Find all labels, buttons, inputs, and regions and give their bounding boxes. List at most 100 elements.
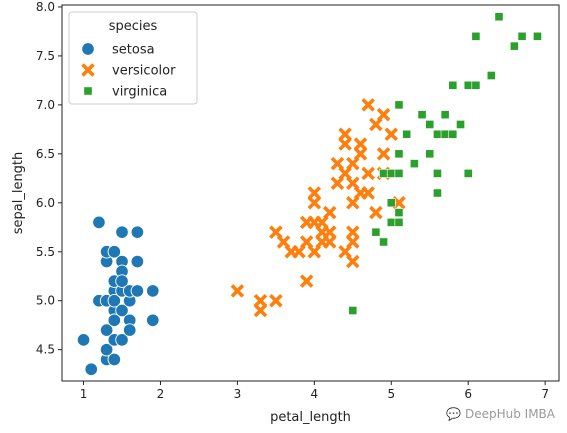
setosa-point	[115, 333, 129, 347]
versicolor-point	[346, 225, 360, 239]
versicolor-point	[299, 274, 314, 288]
virginica-point	[379, 169, 388, 178]
virginica-point	[425, 149, 435, 159]
versicolor-point	[353, 137, 368, 151]
setosa-point	[115, 303, 129, 318]
versicolor-point	[269, 293, 283, 308]
setosa-point	[99, 323, 114, 337]
versicolor-point	[392, 196, 406, 210]
y-tick-label: 5.5	[36, 245, 55, 259]
x-tick-label: 2	[157, 387, 165, 401]
virginica-point	[386, 198, 396, 208]
virginica-point	[394, 217, 404, 227]
virginica-point	[433, 188, 442, 198]
versicolor-point	[361, 166, 375, 181]
virginica-point	[409, 159, 419, 169]
versicolor-point	[346, 254, 360, 269]
y-tick-label: 4.5	[36, 343, 55, 357]
versicolor-point	[322, 205, 337, 220]
y-tick-label: 6.5	[36, 147, 55, 161]
x-tick-label: 3	[234, 387, 242, 401]
axis-ticks: 1 2 3 4 5 6 7 4.5 5.0 5.5 6.0 6.5 7.0 7.5 8.0	[36, 0, 549, 401]
versicolor-point	[361, 98, 375, 112]
versicolor-point	[376, 107, 391, 122]
versicolor-point	[307, 196, 322, 210]
virginica-point	[394, 149, 404, 159]
y-tick-label: 5.0	[36, 294, 55, 308]
legend-title: species	[109, 19, 158, 34]
virginica-point	[471, 80, 481, 90]
legend-marker-versicolor	[81, 63, 95, 77]
virginica-point	[448, 80, 458, 90]
versicolor-point	[353, 147, 368, 161]
legend-marker-virginica	[83, 86, 93, 96]
y-tick-label: 6.0	[36, 196, 55, 210]
virginica-point	[379, 237, 388, 247]
y-tick-label: 8.0	[36, 0, 55, 14]
virginica-point	[417, 110, 427, 120]
setosa-point	[107, 293, 122, 308]
virginica-point	[386, 169, 396, 178]
legend: species setosa versicolor virginica	[68, 11, 198, 105]
versicolor-point	[330, 176, 345, 190]
setosa-point	[115, 274, 129, 288]
data-points	[76, 12, 542, 377]
versicolor-point	[269, 225, 283, 239]
versicolor-point	[307, 186, 322, 200]
y-tick-label: 7.0	[36, 98, 55, 112]
virginica-point	[533, 31, 542, 41]
versicolor-point	[230, 284, 245, 298]
virginica-point	[402, 129, 412, 139]
virginica-point	[486, 71, 496, 80]
versicolor-point	[376, 147, 391, 161]
virginica-point	[348, 306, 358, 315]
versicolor-point	[338, 137, 352, 151]
versicolor-point	[292, 245, 306, 259]
y-tick-label: 7.5	[36, 49, 55, 63]
setosa-point	[130, 254, 145, 269]
setosa-point	[122, 323, 137, 337]
versicolor-point	[346, 235, 360, 249]
versicolor-point	[253, 293, 268, 308]
versicolor-point	[338, 245, 352, 259]
setosa-point	[130, 284, 145, 298]
virginica-point	[394, 208, 404, 217]
virginica-point	[463, 80, 473, 90]
versicolor-point	[315, 215, 329, 230]
versicolor-point	[369, 205, 383, 220]
legend-label-setosa: setosa	[112, 43, 155, 58]
setosa-point	[146, 284, 160, 298]
y-axis-label: sepal_length	[11, 152, 26, 235]
virginica-point	[440, 110, 450, 120]
versicolor-point	[338, 166, 352, 181]
setosa-point	[107, 244, 122, 259]
versicolor-point	[322, 235, 337, 249]
setosa-point	[99, 342, 114, 357]
x-axis-label: petal_length	[270, 410, 351, 425]
virginica-point	[440, 129, 450, 139]
virginica-point	[371, 227, 381, 237]
watermark: 💬 DeepHub IMBA	[446, 407, 555, 421]
versicolor-point	[384, 127, 399, 141]
plot-area-frame	[61, 4, 560, 382]
legend-marker-setosa	[81, 42, 95, 56]
setosa-point	[107, 352, 122, 367]
versicolor-point	[369, 117, 383, 132]
setosa-point	[130, 225, 145, 239]
versicolor-point	[299, 235, 314, 249]
x-tick-label: 7	[541, 387, 549, 401]
wechat-icon: 💬	[446, 407, 462, 421]
virginica-point	[425, 120, 435, 129]
versicolor-point	[307, 245, 322, 259]
setosa-point	[84, 362, 98, 377]
legend-label-versicolor: versicolor	[112, 64, 176, 79]
versicolor-point	[338, 127, 352, 141]
virginica-point	[509, 41, 519, 51]
versicolor-point	[322, 225, 337, 239]
legend-label-virginica: virginica	[112, 85, 167, 100]
versicolor-point	[330, 156, 345, 171]
legend-items: setosa versicolor virginica	[81, 42, 176, 100]
watermark-text: DeepHub IMBA	[464, 407, 555, 421]
versicolor-point	[346, 176, 360, 190]
